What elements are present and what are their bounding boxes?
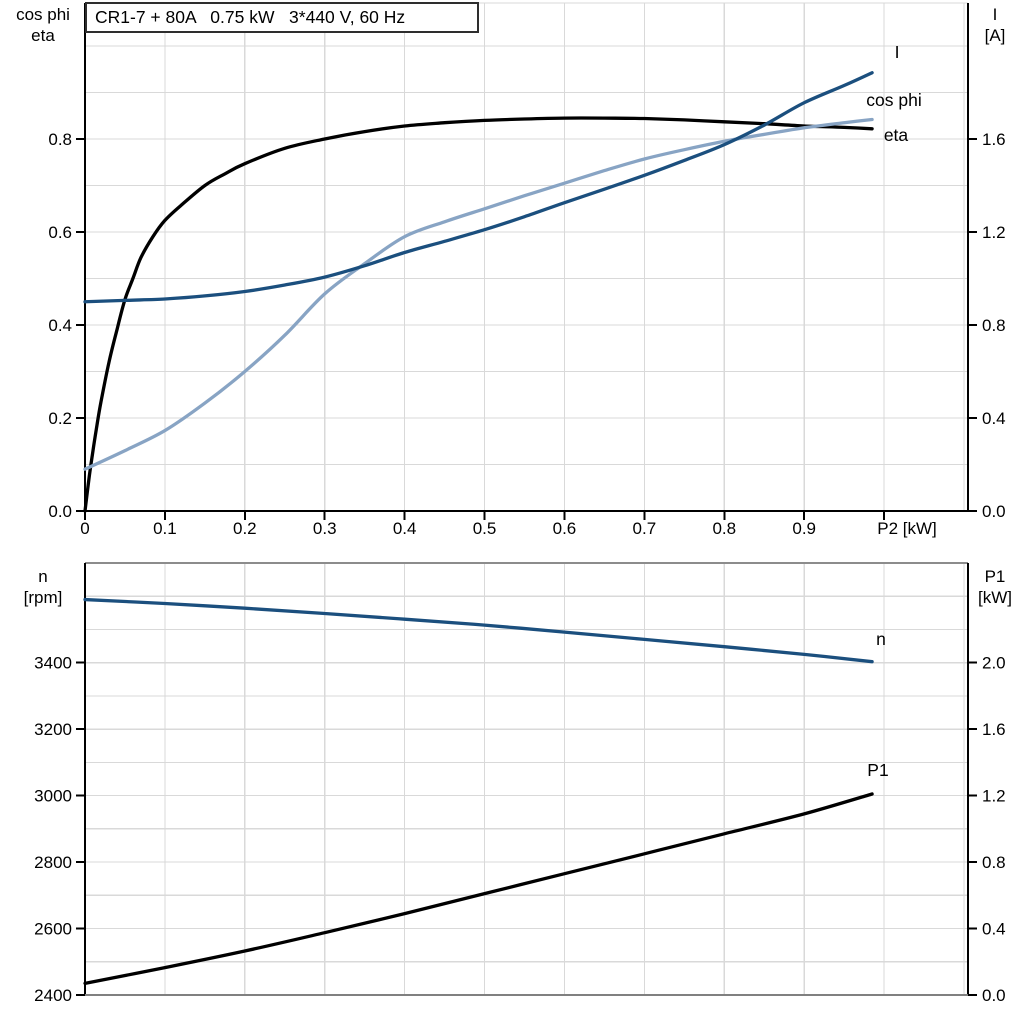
left-axis-label-cos-phi: cos phi	[16, 5, 70, 24]
x-axis-tick-label: 0.6	[553, 519, 577, 538]
x-axis-tick-label: 0.8	[712, 519, 736, 538]
x-axis-tick-label: 0.5	[473, 519, 497, 538]
right-axis-tick-label: 0.0	[982, 502, 1006, 521]
right-axis-tick-label: 0.4	[982, 409, 1006, 428]
left-axis-label-n: n	[38, 567, 48, 586]
right-axis-tick-label: 1.2	[982, 787, 1006, 806]
right-axis-unit-kw: [kW]	[978, 588, 1012, 607]
cos-phi-curve-label: cos phi	[866, 90, 921, 110]
right-axis-tick-label: 1.6	[982, 720, 1006, 739]
left-axis-tick-label: 2800	[34, 853, 72, 872]
p1-curve-label: P1	[867, 760, 888, 780]
right-axis-tick-label: 0.8	[982, 316, 1006, 335]
left-axis-tick-label: 0.0	[48, 502, 72, 521]
left-axis-label-eta: eta	[31, 26, 55, 45]
x-axis-tick-label: 0.3	[313, 519, 337, 538]
p1-curve	[83, 792, 874, 986]
right-axis-tick-label: 0.0	[982, 986, 1006, 1005]
x-axis-tick-label: 0.2	[233, 519, 257, 538]
left-axis-tick-label: 0.2	[48, 409, 72, 428]
x-axis-tick-label: 0	[80, 519, 89, 538]
left-axis-tick-label: 2600	[34, 920, 72, 939]
bottom-left-axis-unit: n [rpm]	[0, 566, 86, 608]
n-curve-label: n	[876, 629, 886, 649]
eta-curve	[83, 116, 874, 513]
right-axis-tick-label: 0.8	[982, 853, 1006, 872]
x-axis-title: P2 [kW]	[877, 519, 937, 538]
right-axis-unit-a: [A]	[984, 26, 1006, 45]
left-axis-tick-label: 3400	[34, 654, 72, 673]
right-axis-label-p1: P1	[984, 567, 1006, 586]
x-axis-tick-label: 0.9	[792, 519, 816, 538]
left-axis-tick-label: 0.4	[48, 316, 72, 335]
right-axis-tick-label: 2.0	[982, 654, 1006, 673]
right-axis-label-i: I	[992, 5, 998, 24]
bottom-right-axis-unit: P1 [kW]	[966, 566, 1024, 608]
top-right-axis-unit: I [A]	[966, 4, 1024, 46]
n-curve	[83, 597, 874, 664]
left-axis-tick-label: 2400	[34, 986, 72, 1005]
eta-curve-label: eta	[884, 125, 909, 145]
left-axis-unit-rpm: [rpm]	[23, 588, 63, 607]
right-axis-tick-label: 1.2	[982, 223, 1006, 242]
top-left-axis-unit: cos phi eta	[0, 4, 86, 46]
x-axis-tick-label: 0.1	[153, 519, 177, 538]
right-axis-tick-label: 0.4	[982, 920, 1006, 939]
chart-title: CR1-7 + 80A 0.75 kW 3*440 V, 60 Hz	[95, 7, 406, 27]
right-axis-tick-label: 1.6	[982, 130, 1006, 149]
i-curve-label: I	[895, 42, 900, 62]
left-axis-tick-label: 0.8	[48, 130, 72, 149]
i-curve	[83, 71, 874, 304]
cos-phi-curve	[83, 117, 874, 471]
chart-title-box: CR1-7 + 80A 0.75 kW 3*440 V, 60 Hz	[85, 2, 479, 33]
x-axis-tick-label: 0.7	[633, 519, 657, 538]
left-axis-tick-label: 0.6	[48, 223, 72, 242]
x-axis-tick-label: 0.4	[393, 519, 417, 538]
left-axis-tick-label: 3000	[34, 787, 72, 806]
left-axis-tick-label: 3200	[34, 720, 72, 739]
